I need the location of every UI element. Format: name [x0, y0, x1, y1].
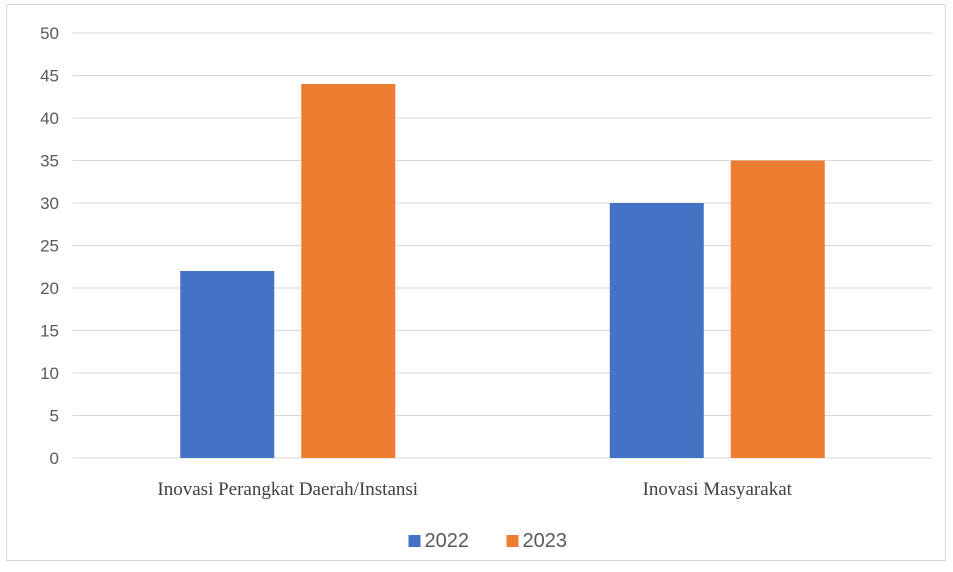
- y-axis-tick-labels: 0 5 10 15 20 25 30 35 40 45 50: [40, 24, 59, 468]
- y-tick-label: 40: [40, 109, 59, 128]
- chart-area: 0 5 10 15 20 25 30 35 40 45 50 Inovasi Perangkat D…: [6, 4, 946, 561]
- legend: 2022 2023: [408, 530, 568, 552]
- bar-2022-2: [609, 203, 704, 458]
- bar-chart: 0 5 10 15 20 25 30 35 40 45 50 Inovasi Perangkat D…: [40, 24, 932, 552]
- legend-label-2022: 2022: [425, 530, 470, 552]
- legend-swatch-2022: [408, 535, 421, 547]
- y-tick-label: 25: [40, 237, 59, 256]
- y-tick-label: 30: [40, 194, 59, 213]
- bars: [180, 84, 825, 458]
- x-axis-category-labels: Inovasi Perangkat Daerah/Instansi Inovasi…: [157, 479, 792, 500]
- legend-swatch-2023: [506, 535, 519, 547]
- y-tick-label: 5: [50, 407, 59, 426]
- bar-2022-1: [180, 271, 275, 458]
- bar-2023-1: [301, 84, 396, 458]
- y-tick-label: 20: [40, 279, 59, 298]
- x-category-label: Inovasi Perangkat Daerah/Instansi: [157, 479, 418, 500]
- bar-2023-2: [730, 160, 825, 458]
- y-tick-label: 45: [40, 67, 59, 86]
- y-tick-label: 15: [40, 322, 59, 341]
- x-category-label: Inovasi Masyarakat: [643, 479, 793, 500]
- y-tick-label: 35: [40, 152, 59, 171]
- y-tick-label: 10: [40, 364, 59, 383]
- legend-label-2023: 2023: [523, 530, 568, 552]
- y-tick-label: 0: [50, 449, 59, 468]
- y-tick-label: 50: [40, 24, 59, 43]
